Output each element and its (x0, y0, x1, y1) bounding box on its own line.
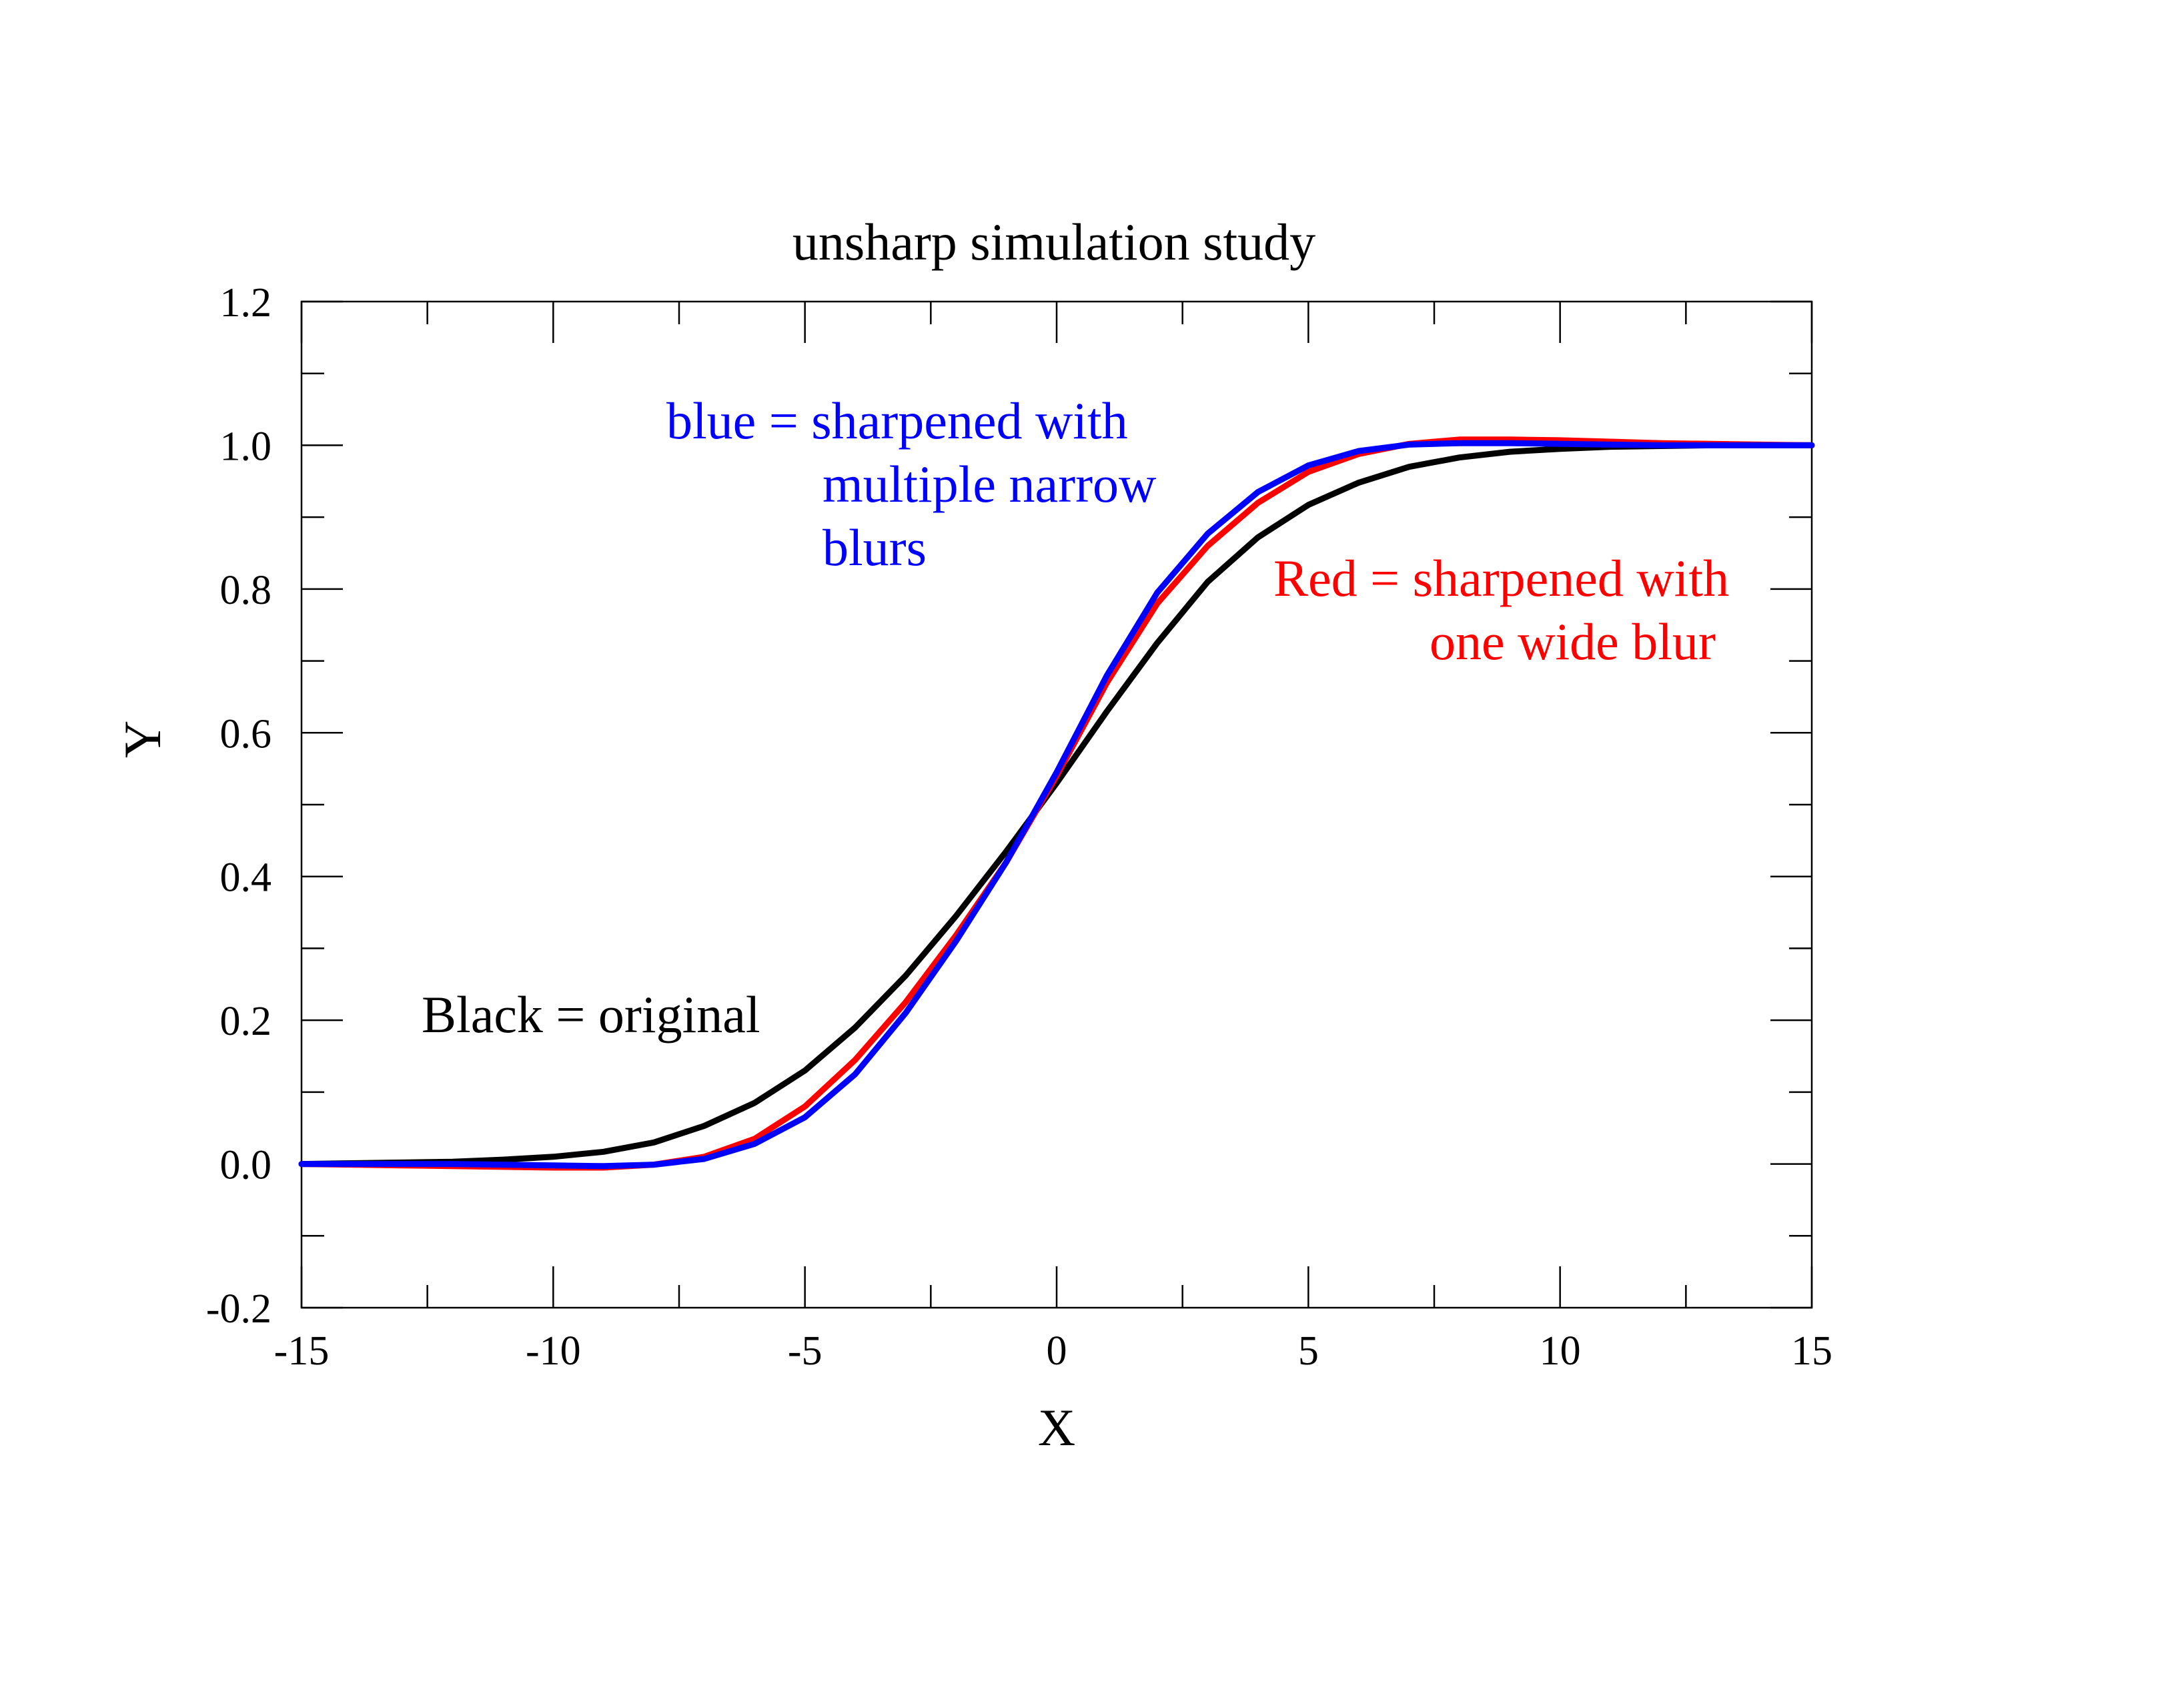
x-tick-label: -15 (274, 1328, 330, 1374)
y-tick-label: 0.0 (220, 1143, 272, 1188)
blue-annotation-line3: blurs (823, 518, 927, 576)
y-tick-label: 0.2 (220, 999, 272, 1044)
axis-ticks (300, 300, 1813, 1309)
x-tick-label: 10 (1540, 1328, 1581, 1374)
red-annotation-line2: one wide blur (1430, 612, 1716, 671)
blue-annotation-line2: multiple narrow (823, 455, 1156, 513)
x-tick-label: 5 (1298, 1328, 1319, 1374)
y-tick-label: 0.8 (220, 568, 272, 613)
series-layer (298, 436, 1815, 1171)
y-tick-label: 1.0 (220, 424, 272, 469)
x-tick-label: -10 (526, 1328, 581, 1374)
x-tick-label: -5 (788, 1328, 823, 1374)
series-line-blue (298, 440, 1815, 1170)
y-tick-label: -0.2 (206, 1286, 271, 1332)
x-tick-label: 0 (1047, 1328, 1067, 1374)
x-tick-label: 15 (1791, 1328, 1832, 1374)
y-tick-label: 0.4 (220, 855, 272, 901)
chart-title: unsharp simulation study (792, 213, 1315, 271)
series-line-black (298, 442, 1815, 1168)
black-annotation: Black = original (422, 985, 760, 1043)
x-axis-label: X (1038, 1398, 1075, 1456)
red-annotation-line1: Red = sharpened with (1273, 549, 1729, 607)
y-tick-label: 0.6 (220, 711, 272, 757)
red-annotation: Red = sharpened with one wide blur (1273, 549, 1729, 671)
blue-annotation-line1: blue = sharpened with (666, 392, 1128, 450)
y-tick-label: 1.2 (220, 280, 272, 326)
y-axis-label: Y (113, 721, 171, 758)
blue-annotation: blue = sharpened with multiple narrow bl… (666, 392, 1156, 576)
axis-tick-labels: -15 -10 -5 0 5 10 15 -0.2 0.0 0.2 0.4 0.6 0.8 1.0 1.2 (206, 280, 1832, 1374)
